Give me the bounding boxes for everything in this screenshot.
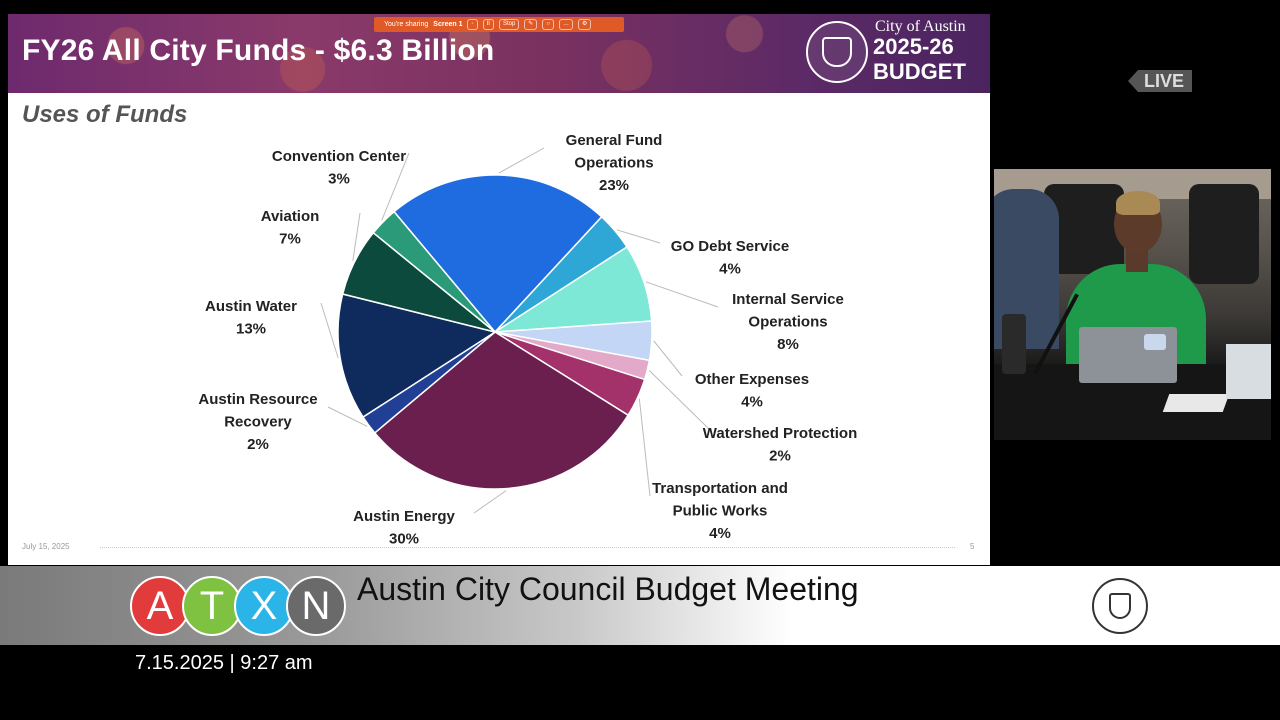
leader-line [645,281,719,308]
annotate-icon[interactable]: ✎ [524,19,538,30]
atxn-logo-n: N [286,576,346,636]
pie-label: General Fund Operations 23% [566,132,663,194]
page-number: 5 [970,542,975,551]
pie-label: Austin Energy 30% [353,508,455,548]
leader-line [320,302,339,359]
pie-slice-convention-center [372,210,496,333]
pie-label: Aviation 7% [261,208,320,248]
pie-label: Watershed Protection 2% [703,425,857,465]
pie-label: Transportation and Public Works 4% [652,480,788,542]
brand-year: 2025-26 [873,34,954,59]
live-badge: LIVE [1128,70,1192,92]
pie-label: Other Expenses 4% [695,371,809,411]
slide-title: FY26 All City Funds - $6.3 Billion [22,34,495,67]
cup [1002,314,1026,374]
pause-icon[interactable]: II [482,19,494,30]
chat-icon[interactable]: ○ [542,19,554,30]
leader-line [473,490,507,514]
speaker-video-feed [994,169,1271,440]
pie-label: Internal Service Operations 8% [732,291,844,353]
footer-date: July 15, 2025 [22,542,70,551]
meeting-title: Austin City Council Budget Meeting [357,571,859,607]
leader-line [616,229,661,244]
pie-label: GO Debt Service 4% [671,238,789,278]
leader-line [638,398,651,497]
brand-budget: BUDGET [873,59,966,84]
atxn-logo-t: T [182,576,242,636]
sharing-screen-label[interactable]: Screen 1 [433,21,463,28]
broadcast-banner: A T X N Austin City Council Budget Meeti… [0,566,1280,645]
sharing-options-icon[interactable]: ◦ [467,19,478,30]
pie-label: Convention Center 3% [272,148,406,188]
atxn-logo-x: X [234,576,294,636]
pie-label: Austin Resource Recovery 2% [198,391,317,453]
atxn-logo-a: A [130,576,190,636]
stop-sharing-button[interactable]: Stop [498,19,520,30]
pie-slice-general-fund-operations [393,174,603,334]
pie-label: Austin Water 13% [205,298,297,338]
leader-line [498,147,545,174]
brand-city-name: City of Austin [875,18,966,35]
settings-icon[interactable]: ⚙ [577,19,592,30]
sharing-text: You're sharing [384,21,429,28]
leader-line [653,340,683,377]
footer-divider [100,547,955,548]
chart-title: Uses of Funds [22,101,188,128]
screen-sharing-bar: You're sharing Screen 1 ◦ II Stop ✎ ○ … … [374,17,624,32]
presentation-slide: FY26 All City Funds - $6.3 Billion City … [8,14,990,565]
leader-line [352,212,361,261]
broadcast-timestamp: 7.15.2025 | 9:27 am [135,652,313,674]
pie-slice-austin-water [337,293,497,419]
pie-chart: General Fund Operations 23% GO Debt Service… [198,132,857,548]
pie-slice-austin-energy [373,331,630,490]
leader-line [327,406,368,427]
leader-line [648,370,711,431]
city-seal-icon [806,21,868,83]
more-icon[interactable]: … [558,19,573,30]
leader-line [381,152,410,221]
city-seal-icon [1092,578,1148,634]
